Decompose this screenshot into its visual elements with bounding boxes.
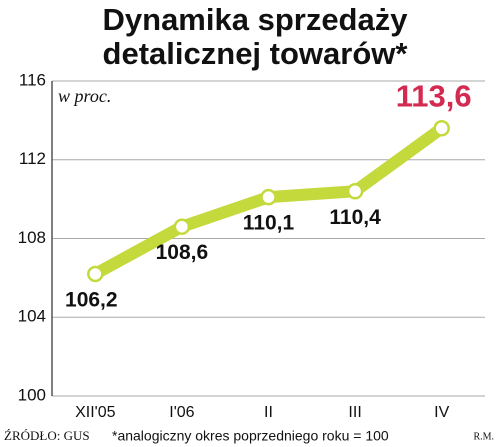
footnote: *analogiczny okres poprzedniego roku = 1… bbox=[112, 428, 389, 444]
value-label: 110,4 bbox=[329, 206, 381, 229]
y-tick-label: 116 bbox=[19, 70, 46, 89]
y-tick-label: 112 bbox=[19, 149, 46, 168]
chart-title: Dynamika sprzedaży bbox=[103, 2, 409, 37]
unit-label: w proc. bbox=[58, 86, 111, 106]
y-tick-label: 108 bbox=[18, 228, 46, 247]
point bbox=[433, 120, 450, 137]
x-tick-label: IV bbox=[434, 404, 449, 421]
value-label: 106,2 bbox=[65, 288, 118, 311]
chart-title: detalicznej towarów* bbox=[103, 36, 409, 71]
point bbox=[346, 183, 364, 200]
value-label: 108,6 bbox=[156, 241, 209, 264]
value-label: 110,1 bbox=[243, 212, 295, 235]
point bbox=[87, 265, 104, 283]
point bbox=[260, 188, 277, 206]
x-tick-label: XII'05 bbox=[75, 404, 116, 421]
source: ŹRÓDŁO: GUS bbox=[4, 428, 90, 443]
value-label: 113,6 bbox=[396, 78, 472, 113]
y-tick-label: 100 bbox=[18, 385, 46, 404]
point bbox=[173, 218, 191, 235]
credit: R.M. bbox=[473, 431, 494, 442]
x-tick-label: III bbox=[348, 404, 361, 421]
y-tick-label: 104 bbox=[18, 307, 46, 326]
x-tick-label: II bbox=[264, 404, 273, 421]
x-tick-label: I'06 bbox=[169, 404, 194, 421]
